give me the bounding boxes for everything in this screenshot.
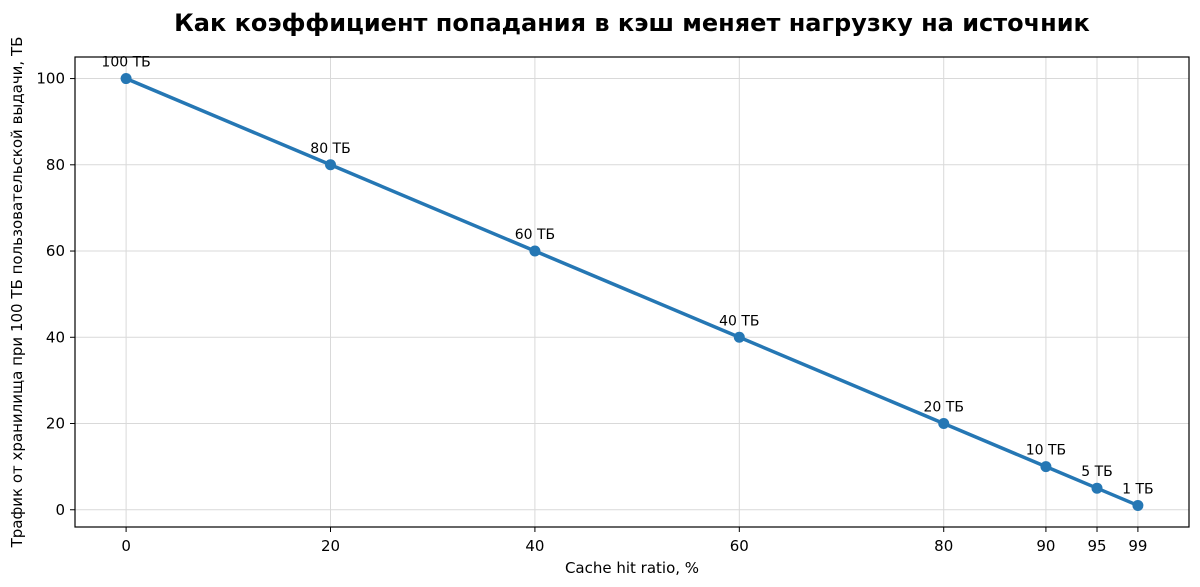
series-line bbox=[124, 76, 1140, 508]
data-point bbox=[529, 245, 541, 257]
x-axis-label: Cache hit ratio, % bbox=[565, 559, 699, 577]
data-point bbox=[120, 73, 132, 85]
grid bbox=[75, 57, 1189, 527]
data-labels: 100 ТБ 80 ТБ 60 ТБ 40 ТБ 20 ТБ 10 ТБ 5 ТБ 1 ТБ bbox=[101, 55, 1153, 498]
data-label: 100 ТБ bbox=[101, 55, 150, 71]
y-tick-label: 80 bbox=[46, 156, 65, 174]
x-axis-ticks: 0 20 40 60 80 90 95 99 bbox=[121, 527, 1147, 555]
x-tick-label: 60 bbox=[730, 537, 749, 555]
data-label: 20 ТБ bbox=[924, 400, 964, 416]
y-axis-label: Трафик от хранилища при 100 ТБ пользоват… bbox=[8, 37, 26, 549]
plot-area-frame bbox=[74, 56, 1190, 528]
y-tick-label: 20 bbox=[46, 415, 65, 433]
chart-title: Как коэффициент попадания в кэш меняет н… bbox=[174, 9, 1090, 37]
y-tick-label: 0 bbox=[55, 501, 65, 519]
data-point bbox=[733, 331, 745, 343]
y-tick-label: 40 bbox=[46, 328, 65, 346]
data-label: 60 ТБ bbox=[515, 227, 555, 243]
x-tick-label: 0 bbox=[121, 537, 131, 555]
x-tick-label: 90 bbox=[1036, 537, 1055, 555]
data-label: 5 ТБ bbox=[1081, 464, 1113, 480]
data-label: 1 ТБ bbox=[1122, 481, 1154, 497]
x-tick-label: 80 bbox=[934, 537, 953, 555]
data-point bbox=[325, 159, 337, 171]
data-label: 80 ТБ bbox=[310, 141, 350, 157]
x-tick-label: 95 bbox=[1087, 537, 1106, 555]
data-point bbox=[1132, 499, 1144, 511]
x-tick-label: 99 bbox=[1128, 537, 1147, 555]
data-point bbox=[1091, 482, 1103, 494]
series-layer bbox=[120, 73, 1144, 511]
data-point bbox=[1040, 461, 1052, 473]
data-label: 10 ТБ bbox=[1026, 443, 1066, 459]
x-tick-label: 40 bbox=[525, 537, 544, 555]
y-axis-ticks: 0 20 40 60 80 100 bbox=[36, 70, 75, 519]
x-tick-label: 20 bbox=[321, 537, 340, 555]
data-point bbox=[938, 418, 950, 430]
y-tick-label: 60 bbox=[46, 242, 65, 260]
data-label: 40 ТБ bbox=[719, 313, 759, 329]
y-tick-label: 100 bbox=[36, 70, 65, 88]
